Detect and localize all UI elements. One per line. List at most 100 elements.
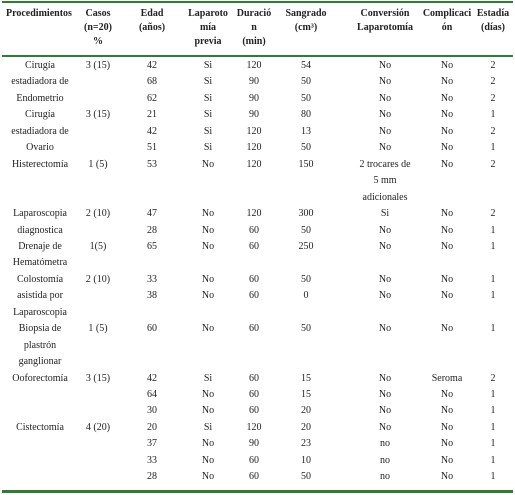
cell-duracion: 120 [246,60,262,71]
cell-complicacion: No [440,142,454,154]
cell-sangrado: 50 [301,471,311,483]
cell-duracion: 120 [246,142,262,154]
cell-edad: 33 [147,454,157,466]
cell-laparotomia-previa: Si [203,421,213,433]
cell-casos: 2 (10) [85,208,111,220]
header-sangrado: Sangrado [285,8,327,19]
cell-estadia: 1 [490,454,496,466]
cell-casos: 3 (15) [85,109,111,121]
cell-duracion: 90 [249,109,259,121]
cell-conversion: No [378,109,392,121]
cell-casos: 4 (20) [85,421,111,433]
cell-conversion: no [380,454,390,466]
cell-sangrado: 10 [301,454,311,466]
cell-estadia: 1 [490,273,496,285]
cell-duracion: 60 [249,471,259,483]
cell-estadia: 1 [490,290,496,302]
cell-complicacion: No [440,454,454,466]
header-procedimientos: Procedimientos [6,8,72,19]
cell-conversion: No [378,60,392,71]
cell-conversion: No [378,273,392,285]
cell-sangrado: 20 [301,405,311,417]
cell-estadia: 1 [490,224,496,236]
header-casos: % [93,36,103,47]
cell-laparotomia-previa: No [201,438,215,450]
header-duracion: n [251,22,257,33]
cell-procedimientos: asistida por [17,290,63,302]
cell-complicacion: No [440,323,454,335]
cell-edad: 42 [147,125,157,137]
cell-conversion: No [378,125,392,137]
cell-conversion: No [378,290,392,302]
cell-procedimientos: Ooforectomía [12,372,68,384]
cell-conversion: No [378,372,392,384]
cell-procedimientos: diagnostica [17,224,63,236]
cell-laparotomia-previa: No [201,389,215,400]
cell-estadia: 1 [490,323,496,335]
cell-estadia: 2 [490,92,496,104]
bottom-rule [2,490,513,493]
cell-sangrado: 13 [301,125,311,137]
cell-procedimientos: Drenaje de [18,240,62,252]
cell-conversion: No [378,389,392,400]
cell-estadia: 1 [490,438,496,450]
header-laparotomia-previa: mía [199,22,217,33]
cell-complicacion: No [440,405,454,417]
cell-laparotomia-previa: No [201,208,215,220]
cell-sangrado: 20 [301,421,311,433]
cell-laparotomia-previa: No [201,158,215,170]
cell-casos: 3 (15) [85,60,111,71]
cell-edad: 30 [147,405,157,417]
cell-casos: 3 (15) [85,372,111,384]
cell-conversion: No [378,92,392,104]
cell-laparotomia-previa: No [201,240,215,252]
header-conversion: Conversión [360,8,410,19]
cell-complicacion: No [440,158,454,170]
cell-duracion: 120 [246,158,262,170]
cell-edad: 53 [147,158,157,170]
cell-sangrado: 50 [301,273,311,285]
cell-edad: 33 [147,273,157,285]
cell-estadia: 2 [490,125,496,137]
cell-sangrado: 250 [298,240,314,252]
cell-conversion: 5 mm [373,175,397,187]
cell-duracion: 120 [246,125,262,137]
cell-edad: 51 [147,142,157,154]
header-rule [2,55,513,57]
top-rule [2,1,513,3]
cell-estadia: 2 [490,158,496,170]
cell-laparotomia-previa: No [201,273,215,285]
cell-edad: 64 [147,389,157,400]
cell-estadia: 2 [490,372,496,384]
cell-laparotomia-previa: Si [203,92,213,104]
cell-casos: 1(5) [89,240,107,252]
cell-sangrado: 15 [301,372,311,384]
header-complicacion: Complicaci [422,8,472,19]
cell-laparotomia-previa: Si [203,76,213,88]
cell-duracion: 90 [249,92,259,104]
header-casos: (n=20) [84,22,112,33]
header-sangrado: (cm³) [294,22,318,33]
cell-complicacion: No [440,471,454,483]
cell-procedimientos: Cirugía [25,60,55,71]
cell-procedimientos: Histerectomía [11,158,69,170]
cell-duracion: 90 [249,76,259,88]
cell-estadia: 1 [490,405,496,417]
cell-edad: 20 [147,421,157,433]
cell-conversion: 2 trocares de [359,158,411,170]
cell-duracion: 90 [249,438,259,450]
cell-estadia: 2 [490,76,496,88]
cell-sangrado: 15 [301,389,311,400]
cell-laparotomia-previa: No [201,454,215,466]
header-estadia: Estadía [476,8,510,19]
cell-laparotomia-previa: No [201,405,215,417]
cell-edad: 68 [147,76,157,88]
cell-procedimientos: estadiadora de [11,125,69,137]
cell-sangrado: 50 [301,142,311,154]
cell-procedimientos: Laparoscopia [13,208,67,220]
cell-sangrado: 50 [301,92,311,104]
cell-complicacion: No [440,208,454,220]
header-laparotomia-previa: previa [194,36,222,47]
cell-laparotomia-previa: No [201,224,215,236]
